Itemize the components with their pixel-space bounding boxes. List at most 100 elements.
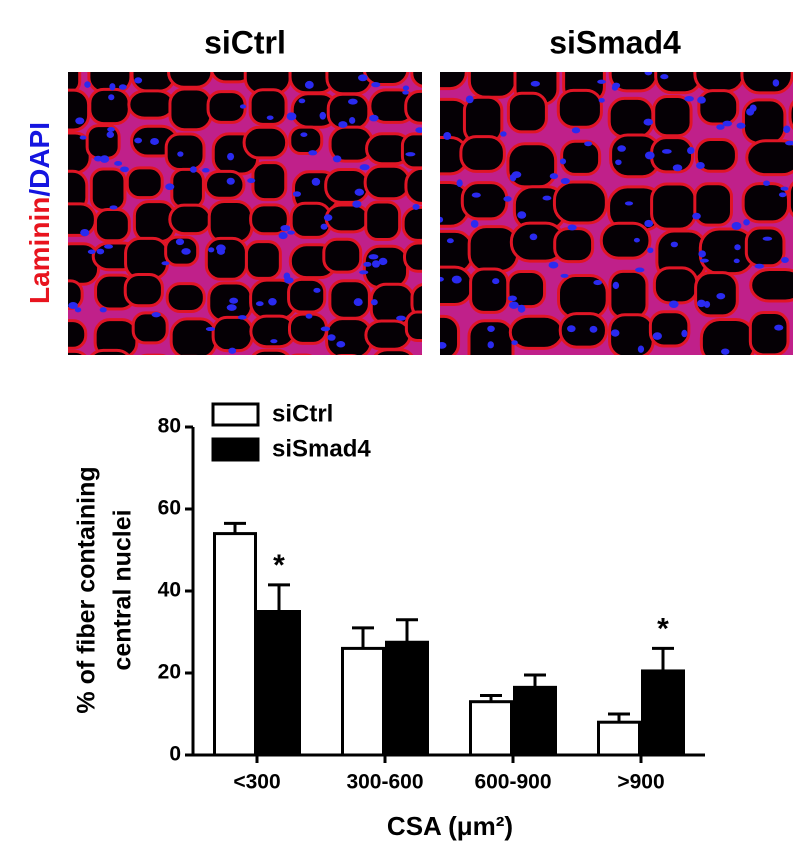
nucleus: [722, 120, 733, 127]
nucleus: [699, 258, 709, 263]
fiber: [288, 125, 324, 156]
nucleus: [644, 151, 655, 160]
fiber: [324, 203, 371, 234]
fiber: [363, 164, 412, 201]
fiber: [242, 125, 289, 160]
stain-part: Laminin: [24, 197, 55, 304]
nucleus: [500, 131, 507, 137]
fiber: [652, 95, 693, 138]
significance-marker: *: [657, 612, 669, 645]
fiber: [124, 236, 170, 281]
fiber: [180, 354, 198, 355]
fiber: [608, 72, 659, 93]
nucleus: [255, 301, 264, 307]
fiber: [459, 135, 506, 173]
fiber: [467, 225, 520, 273]
fiber: [68, 319, 88, 350]
nucleus: [118, 84, 127, 90]
legend-label: siCtrl: [272, 400, 333, 427]
nucleus: [412, 203, 420, 210]
fiber: [420, 354, 422, 355]
fiber: [410, 72, 422, 88]
nucleus: [151, 312, 161, 318]
x-axis-label: CSA (μm²): [387, 811, 513, 841]
micrographs: [68, 72, 793, 355]
nucleus: [633, 237, 640, 243]
fiber: [787, 181, 793, 218]
nucleus: [503, 196, 512, 202]
nucleus: [313, 287, 321, 293]
y-tick-label: 80: [158, 415, 181, 438]
fiber: [552, 180, 608, 225]
nucleus: [511, 171, 522, 179]
nucleus: [189, 166, 197, 173]
nucleus: [371, 260, 380, 268]
fiber: [400, 132, 422, 170]
fiber: [68, 169, 89, 214]
fiber: [440, 314, 461, 355]
nucleus: [781, 257, 789, 264]
nucleus: [470, 219, 479, 228]
fiber: [93, 208, 131, 243]
nucleus: [247, 178, 256, 184]
nucleus: [660, 74, 669, 80]
nucleus: [177, 151, 184, 157]
fiber: [289, 201, 333, 239]
fiber: [556, 88, 603, 129]
nucleus: [229, 297, 239, 304]
nucleus: [368, 254, 379, 260]
legend-label: siSmad4: [272, 435, 371, 462]
fiber: [741, 98, 787, 145]
nucleus: [323, 214, 333, 222]
nucleus: [348, 98, 358, 105]
nucleus: [734, 244, 741, 251]
nucleus: [548, 261, 559, 269]
nucleus: [644, 219, 654, 228]
fiber: [694, 138, 738, 173]
nucleus: [681, 329, 688, 338]
fiber: [364, 200, 402, 241]
nucleus: [336, 341, 346, 348]
fiber: [404, 89, 422, 125]
fiber: [336, 353, 358, 355]
x-tick-label: 300-600: [346, 771, 423, 794]
nucleus: [202, 168, 210, 173]
fiber: [211, 315, 254, 353]
fiber: [68, 349, 87, 355]
fiber: [553, 227, 595, 264]
fiber: [206, 90, 247, 124]
nucleus: [644, 72, 653, 76]
nucleus: [517, 211, 527, 219]
nucleus: [716, 292, 726, 300]
nucleus: [440, 276, 444, 282]
nucleus: [280, 224, 291, 232]
fiber: [460, 181, 509, 221]
nucleus: [402, 85, 410, 91]
fiber: [364, 319, 412, 351]
fiber: [207, 199, 254, 244]
nucleus: [597, 79, 606, 84]
stain-part: /DAPI: [24, 122, 55, 197]
nucleus: [560, 273, 569, 278]
fiber: [652, 266, 699, 305]
fiber: [467, 72, 518, 99]
fiber: [410, 282, 422, 320]
nucleus: [415, 127, 422, 134]
nucleus: [559, 158, 567, 165]
nucleus: [150, 137, 159, 145]
fiber: [88, 87, 131, 126]
nucleus: [615, 159, 622, 166]
nucleus: [743, 219, 750, 226]
bar: [257, 610, 301, 757]
fiber: [648, 310, 691, 348]
y-tick-label: 40: [158, 579, 181, 602]
fiber: [508, 314, 565, 350]
nucleus: [698, 250, 706, 258]
fiber: [403, 241, 422, 273]
x-tick-label: 600-900: [474, 771, 551, 794]
nucleus: [106, 131, 115, 139]
y-axis-label: % of fiber containing: [73, 466, 101, 713]
nucleus: [114, 160, 123, 166]
nucleus: [721, 348, 730, 355]
nucleus: [354, 188, 365, 196]
